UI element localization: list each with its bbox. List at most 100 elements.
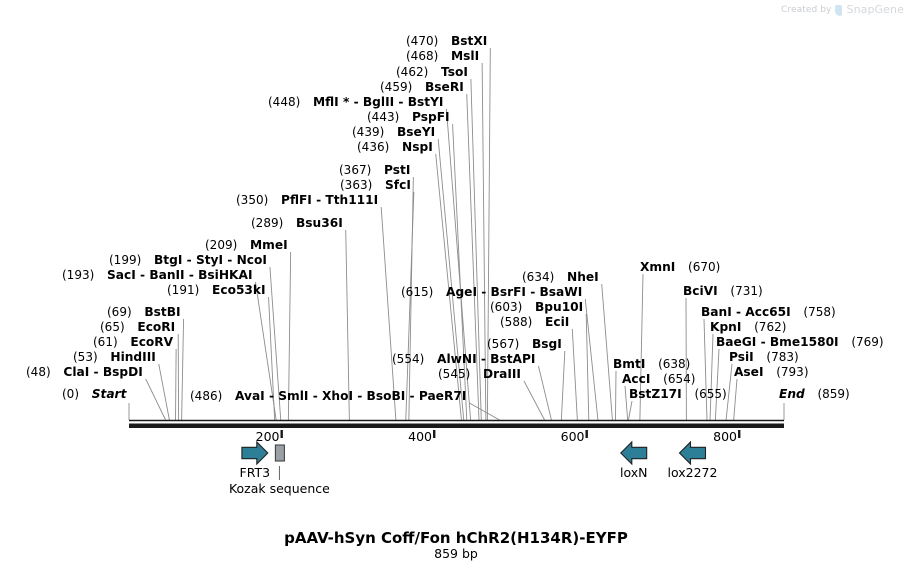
enzyme-position: (350) [236, 193, 269, 207]
enzyme-label-draiii: (545) DraIII [438, 368, 521, 381]
enzyme-leader-line [628, 400, 633, 421]
enzyme-label-bpu10i: (603) Bpu10I [490, 301, 583, 314]
enzyme-name: SacI [107, 268, 136, 282]
enzyme-position: (61) [93, 335, 118, 349]
enzyme-name: ClaI [63, 365, 90, 379]
enzyme-name: BmtI [613, 357, 646, 371]
enzyme-label-clai: (48) ClaI - BspDI [26, 366, 143, 379]
enzyme-label-nspi: (436) NspI [357, 141, 433, 154]
enzyme-name: EcoRV [130, 335, 174, 349]
enzyme-label-asei: AseI (793) [734, 366, 809, 379]
enzyme-label-hindiii: (53) HindIII [73, 351, 156, 364]
enzyme-label-xmni: XmnI (670) [640, 261, 720, 274]
enzyme-name: PflFI [281, 193, 312, 207]
enzyme-name: KpnI [710, 320, 742, 334]
feature-kozak-sequence[interactable] [274, 444, 285, 462]
enzyme-name: PsiI [729, 350, 754, 364]
enzyme-position: (191) [167, 283, 200, 297]
terminal-position: (0) [62, 387, 79, 401]
enzyme-label-bstbi: (69) BstBI [107, 306, 181, 319]
enzyme-leader-line [268, 296, 276, 421]
enzyme-leader-line [560, 350, 566, 421]
enzyme-name: SmlI [278, 389, 309, 403]
enzyme-position: (793) [776, 365, 809, 379]
enzyme-name: BanII [149, 268, 185, 282]
enzyme-position: (567) [487, 337, 520, 351]
enzyme-leader-line [345, 229, 350, 421]
enzyme-name: BsgI [532, 337, 562, 351]
enzyme-position: (367) [339, 163, 372, 177]
enzyme-name: BsrFI [490, 285, 526, 299]
enzyme-leader-line [624, 385, 629, 421]
enzyme-name: SfcI [385, 178, 411, 192]
enzyme-position: (470) [406, 34, 439, 48]
enzyme-name: BsiHKAI [198, 268, 253, 282]
ruler-tick-label: 400 [408, 429, 432, 444]
enzyme-position: (448) [268, 95, 301, 109]
enzyme-position: (48) [26, 365, 51, 379]
enzyme-leader-line [145, 378, 167, 421]
feature-lox2272[interactable] [678, 440, 707, 466]
enzyme-separator: - [405, 389, 419, 403]
enzyme-label-bseri: (459) BseRI [380, 81, 464, 94]
terminal-label-start: (0) Start [62, 388, 126, 401]
enzyme-name: Bsu36I [296, 216, 343, 230]
feature-label-lox2272: lox2272 [667, 465, 718, 480]
watermark-prefix: Created by [780, 4, 832, 15]
enzyme-name: AlwNI [437, 352, 477, 366]
enzyme-position: (363) [340, 178, 373, 192]
enzyme-name: Acc65I [745, 305, 791, 319]
terminal-name: Start [91, 387, 127, 401]
enzyme-leader-line [445, 108, 472, 421]
enzyme-leader-line [158, 363, 170, 421]
enzyme-name: NheI [567, 270, 599, 284]
enzyme-name: AgeI [446, 285, 477, 299]
enzyme-name: PspFI [412, 110, 450, 124]
enzyme-position: (762) [754, 320, 787, 334]
ruler-tick [280, 430, 283, 438]
enzyme-name: MslI [451, 49, 480, 63]
feature-frt3[interactable] [241, 440, 269, 466]
enzyme-label-bsu36i: (289) Bsu36I [251, 217, 343, 230]
enzyme-name: Bpu10I [535, 300, 584, 314]
enzyme-name: Tth111I [325, 193, 379, 207]
enzyme-leader-line [255, 281, 277, 421]
enzyme-label-bmti: BmtI (638) [613, 358, 690, 371]
enzyme-separator: - [476, 352, 491, 366]
enzyme-leader-line [725, 363, 733, 421]
enzyme-position: (65) [100, 320, 125, 334]
enzyme-label-mmei: (209) MmeI [205, 239, 288, 252]
enzyme-position: (486) [190, 389, 223, 403]
enzyme-name: AvaI [235, 389, 265, 403]
enzyme-name: BciVI [683, 284, 718, 298]
feature-label-kozak-sequence: Kozak sequence [228, 481, 330, 496]
terminal-position: (859) [817, 387, 850, 401]
enzyme-position: (670) [688, 260, 721, 274]
feature-loxn[interactable] [620, 440, 648, 466]
terminal-label-end: End (859) [779, 388, 850, 401]
enzyme-name: XmnI [640, 260, 676, 274]
enzyme-leader-line [408, 176, 414, 421]
enzyme-name: DraIII [483, 367, 521, 381]
enzyme-leader-line [601, 283, 613, 421]
enzyme-separator: - [311, 193, 326, 207]
enzyme-leader-line [287, 251, 292, 421]
enzyme-leader-line [523, 380, 545, 421]
enzyme-label-sfci: (363) SfcI [340, 179, 411, 192]
snapgene-logo-icon [835, 5, 843, 16]
enzyme-label-mfli: (448) MflI * - BglII - BstYI [268, 96, 443, 109]
enzyme-label-eco53ki: (191) Eco53kI [167, 284, 266, 297]
enzyme-label-bstz17i: BstZ17I (655) [629, 388, 727, 401]
enzyme-name: MflI * [313, 95, 350, 109]
enzyme-leader-line [269, 266, 282, 421]
enzyme-label-baegi: BaeGI - Bme1580I (769) [716, 336, 884, 349]
enzyme-separator: - [135, 268, 150, 282]
enzyme-position: (436) [357, 140, 390, 154]
watermark-brand: SnapGene [846, 3, 904, 16]
enzyme-leader-line [571, 328, 578, 421]
enzyme-name: BsaWI [539, 285, 583, 299]
enzyme-leader-line [452, 123, 468, 421]
enzyme-leader-line [639, 273, 644, 421]
